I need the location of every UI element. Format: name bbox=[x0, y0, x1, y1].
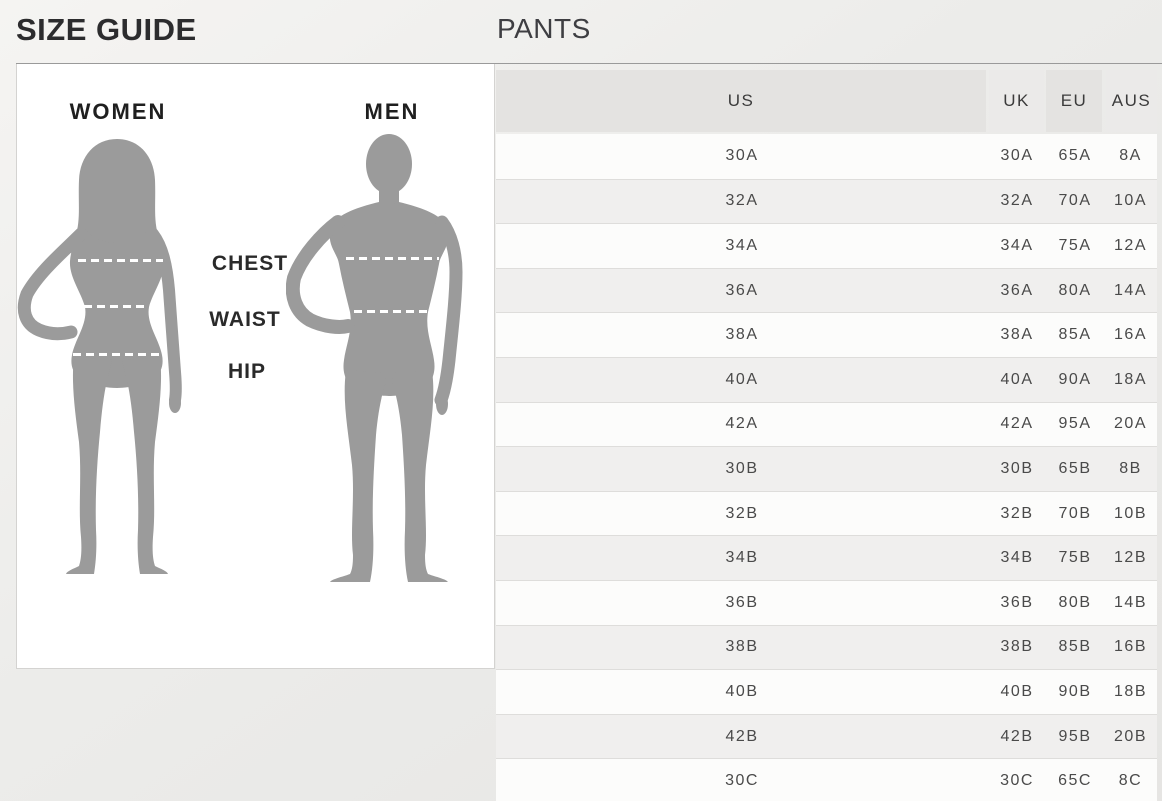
size-cell-uk: 40A bbox=[1000, 370, 1034, 388]
header-divider bbox=[16, 63, 1162, 64]
size-cell-eu: 75A bbox=[1058, 236, 1092, 254]
size-cell-aus: 20B bbox=[1114, 727, 1147, 745]
size-cell-aus: 10B bbox=[1114, 504, 1147, 522]
size-cell-uk: 38B bbox=[1000, 638, 1034, 656]
size-cell-aus: 16B bbox=[1114, 638, 1147, 656]
table-row: 42A 42A 95A 20A bbox=[496, 401, 1157, 447]
size-cell-aus: 8C bbox=[1118, 772, 1143, 790]
chest-label: CHEST bbox=[211, 252, 289, 275]
size-cell-uk: 36B bbox=[1000, 593, 1034, 611]
table-row: 30A 30A 65A 8A bbox=[496, 134, 1157, 179]
size-cell-us: 34B bbox=[725, 549, 759, 567]
size-cell-uk: 38A bbox=[1000, 326, 1034, 344]
size-cell-eu: 95B bbox=[1058, 727, 1092, 745]
woman-waist-dash-line bbox=[84, 305, 148, 308]
man-chest-dash-line bbox=[346, 257, 439, 260]
size-cell-uk: 32B bbox=[1000, 504, 1034, 522]
size-cell-us: 34A bbox=[725, 236, 759, 254]
size-cell-eu: 65C bbox=[1058, 772, 1092, 790]
table-row: 38A 38A 85A 16A bbox=[496, 312, 1157, 357]
waist-label: WAIST bbox=[209, 308, 281, 331]
size-cell-eu: 90A bbox=[1058, 370, 1092, 388]
table-row: 34A 34A 75A 12A bbox=[496, 223, 1157, 268]
size-cell-us: 40A bbox=[725, 370, 759, 388]
size-cell-aus: 16A bbox=[1114, 326, 1147, 344]
measurement-illustration: WOMEN MEN bbox=[16, 64, 495, 669]
size-cell-us: 30A bbox=[725, 147, 759, 165]
size-cell-aus: 18B bbox=[1114, 682, 1147, 700]
size-cell-us: 40B bbox=[725, 682, 759, 700]
man-waist-dash-line bbox=[354, 310, 428, 313]
page-title: SIZE GUIDE bbox=[16, 12, 197, 47]
size-cell-uk: 40B bbox=[1000, 682, 1034, 700]
size-cell-eu: 90B bbox=[1058, 682, 1092, 700]
man-silhouette-icon bbox=[286, 134, 463, 582]
size-cell-eu: 85A bbox=[1058, 326, 1092, 344]
table-row: 32B 32B 70B 10B bbox=[496, 490, 1157, 536]
size-cell-aus: 14A bbox=[1114, 281, 1147, 299]
size-cell-us: 36B bbox=[725, 593, 759, 611]
size-cell-eu: 65A bbox=[1058, 147, 1092, 165]
size-table: US UK EU AUS 30A 30A 65A 8A 32A 32A 70A … bbox=[496, 70, 1157, 801]
woman-chest-dash-line bbox=[78, 259, 163, 262]
size-cell-eu: 95A bbox=[1058, 415, 1092, 433]
column-header-aus: AUS bbox=[1106, 70, 1157, 132]
size-cell-eu: 80B bbox=[1058, 593, 1092, 611]
men-label: MEN bbox=[364, 99, 420, 124]
size-cell-uk: 42B bbox=[1000, 727, 1034, 745]
table-row: 38B 38B 85B 16B bbox=[496, 624, 1157, 670]
size-cell-uk: 30A bbox=[1000, 147, 1034, 165]
column-header-uk: UK bbox=[989, 70, 1044, 132]
size-cell-aus: 14B bbox=[1114, 593, 1147, 611]
size-cell-uk: 34B bbox=[1000, 549, 1034, 567]
column-header-eu: EU bbox=[1046, 70, 1102, 132]
size-table-body: 30A 30A 65A 8A 32A 32A 70A 10A 34A 34A 7… bbox=[496, 134, 1157, 801]
woman-hip-dash-line bbox=[73, 353, 161, 356]
size-cell-aus: 12A bbox=[1114, 236, 1147, 254]
size-cell-aus: 18A bbox=[1114, 370, 1147, 388]
size-cell-uk: 30C bbox=[1000, 772, 1034, 790]
size-cell-eu: 80A bbox=[1058, 281, 1092, 299]
size-cell-aus: 12B bbox=[1114, 549, 1147, 567]
hip-label: HIP bbox=[227, 360, 266, 383]
size-cell-us: 38B bbox=[725, 638, 759, 656]
size-cell-uk: 42A bbox=[1000, 415, 1034, 433]
size-cell-us: 32B bbox=[725, 504, 759, 522]
size-cell-eu: 75B bbox=[1058, 549, 1092, 567]
size-cell-us: 30C bbox=[725, 772, 759, 790]
table-row: 30B 30B 65B 8B bbox=[496, 446, 1157, 491]
size-cell-us: 36A bbox=[725, 281, 759, 299]
table-row: 42B 42B 95B 20B bbox=[496, 713, 1157, 759]
size-cell-eu: 65B bbox=[1058, 459, 1092, 477]
woman-silhouette-icon bbox=[17, 139, 182, 574]
table-row: 32A 32A 70A 10A bbox=[496, 178, 1157, 224]
column-header-us: US bbox=[496, 70, 986, 132]
size-cell-aus: 8A bbox=[1119, 147, 1142, 165]
table-row: 34B 34B 75B 12B bbox=[496, 535, 1157, 580]
size-cell-us: 38A bbox=[725, 326, 759, 344]
size-cell-eu: 85B bbox=[1058, 638, 1092, 656]
size-cell-uk: 36A bbox=[1000, 281, 1034, 299]
category-title: PANTS bbox=[497, 13, 591, 44]
size-cell-us: 42B bbox=[725, 727, 759, 745]
size-cell-aus: 10A bbox=[1114, 192, 1147, 210]
size-table-header: US UK EU AUS bbox=[496, 70, 1157, 132]
size-cell-uk: 32A bbox=[1000, 192, 1034, 210]
size-cell-uk: 30B bbox=[1000, 459, 1034, 477]
table-row: 40B 40B 90B 18B bbox=[496, 669, 1157, 714]
table-row: 36B 36B 80B 14B bbox=[496, 579, 1157, 625]
women-label: WOMEN bbox=[69, 99, 167, 124]
size-cell-aus: 8B bbox=[1119, 459, 1142, 477]
table-row: 40A 40A 90A 18A bbox=[496, 356, 1157, 402]
size-cell-eu: 70B bbox=[1058, 504, 1092, 522]
size-cell-us: 30B bbox=[725, 459, 759, 477]
table-row: 36A 36A 80A 14A bbox=[496, 267, 1157, 313]
table-row: 30C 30C 65C 8C bbox=[496, 758, 1157, 801]
size-cell-eu: 70A bbox=[1058, 192, 1092, 210]
size-cell-us: 32A bbox=[725, 192, 759, 210]
size-cell-us: 42A bbox=[725, 415, 759, 433]
size-cell-uk: 34A bbox=[1000, 236, 1034, 254]
size-cell-aus: 20A bbox=[1114, 415, 1147, 433]
